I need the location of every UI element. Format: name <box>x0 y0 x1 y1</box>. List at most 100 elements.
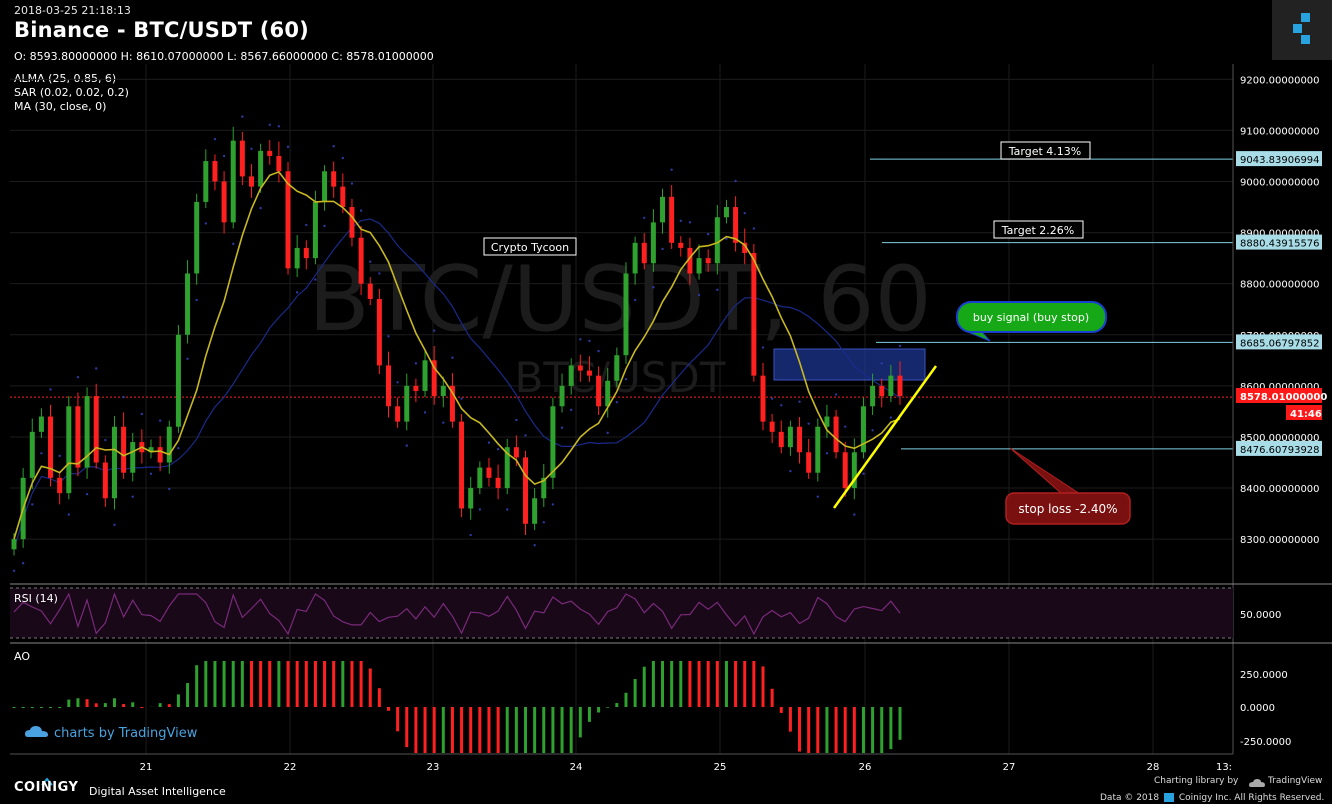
candle-body <box>212 161 218 182</box>
sar-dot <box>396 381 399 384</box>
ao-bar <box>670 661 674 707</box>
sar-dot <box>889 416 893 419</box>
trendline[interactable] <box>832 365 938 509</box>
sar-dot <box>67 513 71 516</box>
candle-body <box>294 247 300 269</box>
ao-bar <box>734 661 738 707</box>
sar-dot <box>195 298 198 302</box>
candle-body <box>797 426 803 453</box>
sar-dot <box>515 418 518 422</box>
crypto-tycoon-box[interactable] <box>483 237 577 256</box>
ao-bar <box>624 692 628 707</box>
sar-dot <box>76 375 80 379</box>
stop-loss-bubble[interactable] <box>1005 492 1131 525</box>
ao-bar <box>58 707 62 708</box>
ao-bar <box>898 707 902 740</box>
ao-bar <box>122 704 126 707</box>
ao-bar <box>460 707 464 753</box>
sar-dot <box>807 422 810 425</box>
sar-dot <box>588 339 591 343</box>
candle-body <box>879 385 885 397</box>
candle-body <box>93 396 99 463</box>
sar-dot <box>688 221 692 224</box>
indicator-ma[interactable]: MA (30, close, 0) <box>14 100 107 113</box>
sar-dot <box>506 508 509 511</box>
tradingview-credit[interactable]: TradingView <box>1268 776 1323 786</box>
sar-dot <box>789 469 792 473</box>
sar-dot <box>31 503 34 506</box>
candle-body <box>723 207 729 218</box>
candle-body <box>714 217 720 264</box>
indicator-sar[interactable]: SAR (0.02, 0.02, 0.2) <box>14 86 129 99</box>
candle-body <box>57 477 63 494</box>
ao-tick-250: 250.0000 <box>1240 670 1288 681</box>
candle-body <box>769 421 775 432</box>
ao-bar <box>30 707 34 708</box>
coinigy-logo-icon[interactable] <box>1272 0 1332 60</box>
price-chart[interactable]: BTC/USDT, 60 BTC/USDT Crypto Tycoon Targ… <box>0 0 1332 772</box>
sar-dot <box>350 182 354 185</box>
ao-bar <box>396 707 400 732</box>
candle-body <box>404 385 410 422</box>
buy-signal-bubble[interactable] <box>956 301 1107 333</box>
sar-dot <box>222 154 226 158</box>
ao-bar <box>578 707 582 738</box>
sar-dot <box>798 400 801 403</box>
sar-dot <box>624 378 628 381</box>
candle-body <box>541 477 547 499</box>
candle-body <box>733 207 739 243</box>
ao-bar <box>724 661 728 707</box>
ao-bar <box>204 661 208 707</box>
ao-bar <box>825 707 829 753</box>
ao-bar <box>222 661 226 707</box>
last-price-tag <box>1236 388 1322 403</box>
indicator-alma[interactable]: ALMA (25, 0.85, 6) <box>14 72 117 85</box>
y-tick-label: 8400.00000000 <box>1240 484 1320 495</box>
sar-dot <box>752 227 756 230</box>
y-tick-label: 9000.00000000 <box>1240 178 1320 189</box>
sar-dot <box>853 513 856 516</box>
target1-box[interactable] <box>1000 141 1091 160</box>
x-tick-label: 23 <box>427 762 440 772</box>
sar-dot <box>423 411 427 414</box>
sar-dot <box>204 222 208 225</box>
target2-label: Target 2.26% <box>1001 224 1074 237</box>
sar-dot <box>661 247 664 251</box>
coinigy-brand[interactable]: COINIGY <box>14 780 79 795</box>
sar-dot <box>268 123 271 126</box>
candle-body <box>203 161 209 202</box>
sar-dot <box>761 346 765 349</box>
sar-dot <box>95 367 98 370</box>
sar-dot <box>49 388 52 391</box>
ao-bar <box>94 703 98 707</box>
ao-bar <box>450 707 454 753</box>
target2-box[interactable] <box>993 220 1084 239</box>
rsi-tick: 50.0000 <box>1240 610 1281 621</box>
ao-label[interactable]: AO <box>14 650 30 663</box>
sar-dot <box>898 344 902 348</box>
candle-body <box>596 375 602 407</box>
ao-tick-neg250: -250.0000 <box>1240 737 1291 748</box>
candle-body <box>11 539 17 550</box>
candle-body <box>760 375 766 422</box>
ao-bar <box>798 707 802 752</box>
ao-bar <box>679 661 683 707</box>
rsi-label[interactable]: RSI (14) <box>14 592 58 605</box>
tradingview-link[interactable]: charts by TradingView <box>54 726 198 741</box>
candle-body <box>431 360 437 397</box>
sar-dot <box>305 223 308 227</box>
candle-body <box>322 171 328 202</box>
buy-signal-label: buy signal (buy stop) <box>973 311 1089 324</box>
sar-dot <box>542 521 545 524</box>
ao-bar <box>661 661 665 707</box>
ao-bar <box>816 707 820 753</box>
candle-body <box>523 457 529 524</box>
candle-body <box>395 406 401 422</box>
candle-body <box>641 242 647 264</box>
sar-dot <box>250 147 253 151</box>
sar-dot <box>716 288 719 292</box>
sar-dot <box>633 298 637 302</box>
candle-body <box>669 196 675 243</box>
sar-dot <box>158 419 162 422</box>
y-tick-label: 8800.00000000 <box>1240 280 1320 291</box>
